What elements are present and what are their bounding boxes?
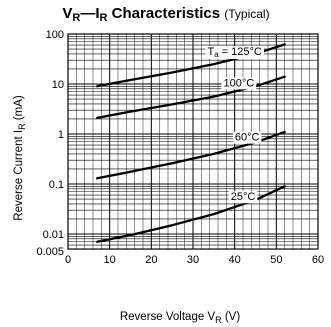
series-label: 100°C xyxy=(223,77,254,89)
series-label-bg xyxy=(232,131,262,144)
svg-text:VR—IR Characteristics (Typical: VR—IR Characteristics (Typical) xyxy=(62,5,269,24)
x-tick-label: 10 xyxy=(104,254,116,266)
y-tick-label: 0.01 xyxy=(43,229,64,241)
y-axis-label: Reverse Current IR (mA) xyxy=(13,95,27,221)
plot-frame xyxy=(67,33,319,250)
series-labels: Ta = 125°C 100°C 60°C 25°C xyxy=(205,46,264,204)
x-axis-label-sym: V xyxy=(207,311,215,323)
x-tick-label: 40 xyxy=(229,254,241,266)
y-axis-label-sym: I xyxy=(13,130,25,133)
x-axis-label-sub: R xyxy=(215,315,222,325)
x-tick-label: 0 xyxy=(65,254,71,266)
y-tick-label: 10 xyxy=(52,79,64,91)
series-label: Ta = 125°C xyxy=(207,46,261,59)
chart-title: VR—IR Characteristics (Typical) xyxy=(62,5,269,24)
series-label-bg xyxy=(205,46,264,59)
series-line xyxy=(96,185,286,243)
y-tick-label: 1 xyxy=(58,129,64,141)
grid xyxy=(68,34,318,250)
y-tick-label: 0.1 xyxy=(49,179,64,191)
y-tick-label: 0.005 xyxy=(36,246,64,258)
x-tick-label: 20 xyxy=(145,254,157,266)
y-tick-label: 100 xyxy=(46,29,64,41)
title-v-sub: R xyxy=(72,12,80,24)
x-axis-label-unit: (V) xyxy=(225,311,241,323)
y-axis-label-unit: (mA) xyxy=(13,95,25,120)
series-label-bg xyxy=(221,77,257,90)
title-i: I xyxy=(95,5,99,22)
title-v: V xyxy=(62,5,72,22)
x-tick-label: 30 xyxy=(187,254,199,266)
series-label: 60°C xyxy=(235,132,260,144)
y-axis-label-text: Reverse Current xyxy=(13,136,25,221)
series-label: 25°C xyxy=(231,191,256,203)
x-tick-label: 50 xyxy=(270,254,282,266)
x-axis-label: Reverse Voltage VR (V) xyxy=(120,311,240,325)
series-label-bg xyxy=(228,191,258,204)
y-axis-label-sub: R xyxy=(17,123,27,130)
title-i-sub: R xyxy=(100,12,108,24)
title-note: (Typical) xyxy=(224,7,269,21)
title-dash: — xyxy=(80,5,95,22)
tick-labels: 0 10 20 30 40 50 60 100 10 1 0.1 0.01 0.005 xyxy=(36,29,324,266)
series-line xyxy=(96,75,286,120)
title-main: Characteristics xyxy=(112,5,220,22)
x-axis-label-text: Reverse Voltage xyxy=(120,311,204,323)
x-tick-label: 60 xyxy=(312,254,324,266)
